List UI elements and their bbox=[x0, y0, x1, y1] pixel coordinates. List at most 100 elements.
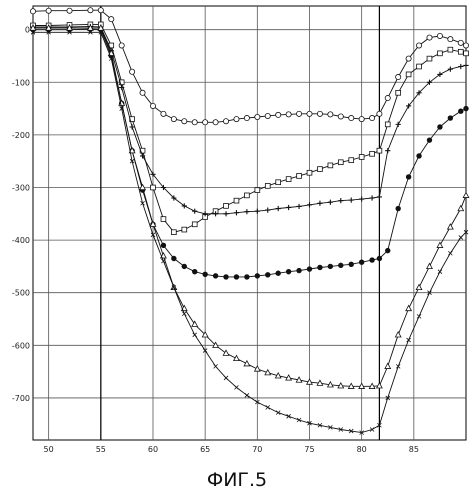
data-point-filled-circle bbox=[244, 275, 249, 280]
data-point-square bbox=[417, 64, 422, 69]
data-point-filled-circle bbox=[192, 269, 197, 274]
data-point-filled-circle bbox=[234, 275, 239, 280]
data-point-circle bbox=[349, 115, 354, 120]
data-point-filled-circle bbox=[286, 269, 291, 274]
data-point-circle bbox=[88, 8, 93, 13]
data-point-filled-circle bbox=[276, 271, 281, 276]
data-point-square bbox=[171, 230, 176, 235]
x-tick-label: 80 bbox=[357, 445, 367, 454]
data-point-filled-circle bbox=[417, 154, 422, 159]
data-point-filled-circle bbox=[224, 275, 229, 280]
data-point-circle bbox=[119, 43, 124, 48]
data-point-square bbox=[396, 90, 401, 95]
data-point-filled-circle bbox=[396, 206, 401, 211]
data-point-circle bbox=[427, 35, 432, 40]
data-point-circle bbox=[255, 114, 260, 119]
data-point-square bbox=[427, 56, 432, 61]
data-point-filled-circle bbox=[458, 109, 463, 114]
data-point-circle bbox=[67, 8, 72, 13]
data-point-square bbox=[359, 155, 364, 160]
data-point-square bbox=[458, 49, 463, 54]
data-point-circle bbox=[437, 33, 442, 38]
data-point-circle bbox=[328, 112, 333, 117]
data-point-circle bbox=[244, 115, 249, 120]
y-tick-label: -100 bbox=[12, 78, 30, 87]
data-point-circle bbox=[171, 117, 176, 122]
data-point-square bbox=[255, 188, 260, 193]
data-point-filled-circle bbox=[161, 243, 166, 248]
data-point-circle bbox=[109, 17, 114, 22]
data-point-square bbox=[244, 193, 249, 198]
x-axis-ticks: 5055606570758085 bbox=[44, 445, 419, 454]
data-point-circle bbox=[98, 8, 103, 13]
data-point-filled-circle bbox=[385, 248, 390, 253]
data-point-filled-circle bbox=[255, 273, 260, 278]
data-point-filled-circle bbox=[265, 272, 270, 277]
data-point-circle bbox=[286, 112, 291, 117]
data-point-circle bbox=[213, 120, 218, 125]
y-tick-label: -200 bbox=[12, 131, 30, 140]
data-point-square bbox=[151, 185, 156, 190]
y-tick-label: -300 bbox=[12, 183, 30, 192]
data-point-circle bbox=[46, 8, 51, 13]
data-point-filled-circle bbox=[349, 262, 354, 267]
data-point-square bbox=[385, 122, 390, 127]
data-point-circle bbox=[234, 117, 239, 122]
data-point-circle bbox=[369, 115, 374, 120]
y-tick-label: 0 bbox=[25, 26, 30, 35]
data-point-filled-circle bbox=[182, 264, 187, 269]
data-point-circle bbox=[161, 111, 166, 116]
data-point-circle bbox=[265, 113, 270, 118]
data-point-square bbox=[406, 72, 411, 77]
y-tick-label: -700 bbox=[12, 394, 30, 403]
data-point-square bbox=[276, 180, 281, 185]
x-tick-label: 75 bbox=[304, 445, 314, 454]
x-tick-label: 65 bbox=[200, 445, 210, 454]
data-point-square bbox=[349, 158, 354, 163]
data-point-square bbox=[161, 217, 166, 222]
data-point-filled-circle bbox=[427, 138, 432, 143]
data-point-square bbox=[464, 51, 469, 56]
data-point-filled-circle bbox=[438, 125, 443, 130]
data-point-circle bbox=[130, 69, 135, 74]
y-tick-label: -400 bbox=[12, 236, 30, 245]
data-point-circle bbox=[458, 40, 463, 45]
data-point-circle bbox=[463, 43, 468, 48]
figure-caption: ФИГ.5 bbox=[207, 469, 267, 491]
data-point-square bbox=[377, 148, 382, 153]
data-point-filled-circle bbox=[318, 265, 323, 270]
data-point-filled-circle bbox=[406, 175, 411, 180]
y-tick-label: -600 bbox=[12, 341, 30, 350]
x-tick-label: 60 bbox=[148, 445, 158, 454]
data-point-square bbox=[192, 222, 197, 227]
data-point-filled-circle bbox=[297, 268, 302, 273]
data-point-circle bbox=[140, 90, 145, 95]
data-point-circle bbox=[182, 119, 187, 124]
x-tick-label: 85 bbox=[409, 445, 419, 454]
data-point-circle bbox=[338, 114, 343, 119]
data-point-filled-circle bbox=[213, 273, 218, 278]
y-tick-label: -500 bbox=[12, 289, 30, 298]
data-point-circle bbox=[307, 111, 312, 116]
data-point-square bbox=[338, 160, 343, 165]
data-point-square bbox=[297, 174, 302, 179]
data-point-circle bbox=[396, 74, 401, 79]
x-tick-label: 50 bbox=[44, 445, 54, 454]
data-point-square bbox=[182, 227, 187, 232]
data-point-filled-circle bbox=[307, 267, 312, 272]
data-point-square bbox=[318, 167, 323, 172]
data-point-filled-circle bbox=[359, 260, 364, 265]
data-point-square bbox=[448, 47, 453, 52]
data-point-circle bbox=[377, 111, 382, 116]
data-point-circle bbox=[359, 117, 364, 122]
data-point-filled-circle bbox=[338, 263, 343, 268]
data-point-circle bbox=[150, 103, 155, 108]
data-point-square bbox=[224, 204, 229, 209]
data-point-filled-circle bbox=[377, 256, 382, 261]
data-point-circle bbox=[192, 120, 197, 125]
data-point-square bbox=[328, 163, 333, 168]
data-point-filled-circle bbox=[448, 116, 453, 121]
data-point-square bbox=[286, 177, 291, 182]
data-point-square bbox=[438, 51, 443, 56]
